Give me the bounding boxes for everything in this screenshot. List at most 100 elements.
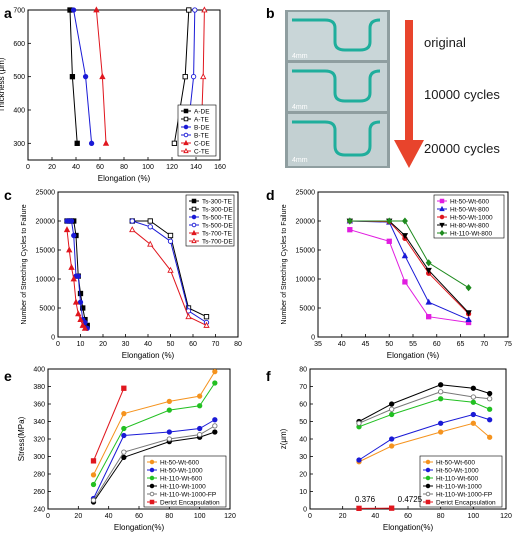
serpentine-wire-20000 — [292, 120, 381, 157]
legend-entry: Ts-700-TE — [202, 230, 233, 237]
x-tick-label: 60 — [404, 513, 412, 520]
data-point — [63, 226, 71, 233]
legend: Ht-50-Wt-600Ht-50-Wt-1000Ht-110-Wt-600Ht… — [143, 455, 227, 508]
x-tick-label: 20 — [48, 164, 56, 171]
data-point — [185, 313, 192, 320]
data-point — [167, 238, 174, 244]
data-point — [203, 314, 210, 320]
legend-marker — [191, 206, 197, 212]
legend-marker — [191, 237, 197, 244]
data-point — [166, 407, 172, 413]
legend-entry: Ts-700-DE — [202, 238, 233, 245]
legend-entry: Ht-110-Wt-1000-FP — [160, 491, 216, 498]
data-point — [438, 382, 444, 388]
legend-marker — [183, 108, 189, 114]
y-tick-label: 25000 — [296, 190, 316, 197]
data-point — [121, 449, 127, 455]
x-tick-label: 55 — [409, 341, 417, 348]
panel-letter-b: b — [266, 5, 275, 21]
legend-marker — [439, 214, 445, 220]
x-tick-label: 50 — [385, 341, 393, 348]
y-tick-label: 380 — [33, 384, 45, 391]
y-axis-title: Thickness (μm) — [0, 57, 6, 112]
data-point — [470, 420, 476, 426]
y-tick-label: 600 — [13, 41, 25, 48]
y-tick-label: 10 — [299, 489, 307, 496]
legend-box — [419, 455, 503, 508]
panel-b: b 4mm 4mm 4mm original 10000 cycles 2000… — [266, 5, 500, 168]
legend-entry: A-TE — [194, 116, 209, 123]
data-point — [167, 232, 174, 239]
data-point — [75, 310, 82, 317]
chart-a: a 0 20 40 60 80 100 120 140 160 300 400 500 600 700 Elo… — [0, 5, 226, 183]
y-tick-label: 400 — [33, 367, 45, 374]
data-point — [470, 385, 476, 391]
stage-label-20000: 20000 cycles — [424, 141, 500, 156]
x-tick-label: 60 — [96, 164, 104, 171]
y-tick-label: 50 — [299, 419, 307, 426]
y-tick-label: 40 — [299, 437, 307, 444]
legend: A-DEA-TEB-DEB-TEC-DEC-TE — [177, 104, 217, 157]
data-point — [74, 140, 80, 146]
legend-marker — [183, 139, 189, 146]
x-tick-label: 30 — [122, 341, 130, 348]
legend: Ts-300-TETs-300-DETs-500-TETs-500-DETs-7… — [185, 194, 235, 247]
legend-marker — [149, 467, 155, 473]
legend-marker — [149, 491, 155, 497]
data-point — [212, 380, 218, 386]
data-point — [88, 140, 95, 146]
legend-entry: Derict Encapsulation — [160, 499, 220, 506]
y-axis-title: z(μm) — [279, 428, 288, 449]
x-tick-label: 40 — [105, 513, 113, 520]
y-axis-title: Stress(MPa) — [17, 416, 26, 461]
chart-e: e 0 20 40 60 80 100 120 240 260 280 300 320 340 360 380… — [4, 367, 236, 533]
legend-entry: Ht-50-Wt-800 — [450, 206, 489, 213]
data-point — [346, 217, 353, 225]
data-point — [201, 6, 208, 13]
data-point — [470, 411, 476, 418]
data-point — [438, 429, 444, 435]
legend-marker — [183, 132, 189, 138]
data-point — [79, 321, 86, 328]
data-point — [102, 139, 110, 146]
legend-marker — [191, 229, 197, 236]
legend-entry: Ht-110-Wt-1000-FP — [436, 491, 492, 498]
data-point — [200, 73, 207, 80]
cycle-arrow — [394, 20, 424, 168]
data-point — [81, 324, 89, 331]
scale-label-2: 4mm — [292, 104, 308, 111]
y-tick-label: 20000 — [36, 219, 56, 226]
legend-entry: Ts-300-DE — [202, 206, 233, 213]
y-tick-label: 240 — [33, 507, 45, 514]
x-tick-label: 80 — [120, 164, 128, 171]
panel-letter-c: c — [4, 187, 12, 203]
y-tick-label: 280 — [33, 472, 45, 479]
data-point — [389, 436, 395, 442]
data-point — [386, 217, 393, 225]
x-tick-label: 45 — [362, 341, 370, 348]
data-point — [465, 310, 472, 317]
data-point — [121, 454, 127, 461]
data-point — [129, 226, 136, 233]
data-point — [166, 436, 172, 442]
scale-label-1: 4mm — [292, 53, 308, 60]
x-tick-label: 60 — [433, 341, 441, 348]
legend-entry: C-DE — [194, 140, 211, 147]
series-line — [358, 391, 490, 424]
data-point — [402, 279, 408, 285]
data-point — [212, 417, 218, 423]
legend-marker — [149, 459, 155, 465]
legend-entry: Ht-110-Wt-800 — [450, 230, 493, 237]
y-tick-label: 15000 — [36, 248, 56, 255]
data-point — [438, 396, 444, 402]
data-point — [401, 252, 409, 259]
data-point — [69, 74, 76, 80]
x-axis-title: Elongation (%) — [98, 174, 151, 183]
y-tick-label: 10000 — [36, 277, 56, 284]
x-tick-label: 35 — [314, 341, 322, 348]
data-point — [68, 263, 75, 270]
legend-entry: C-TE — [194, 148, 210, 155]
data-point — [465, 315, 472, 323]
legend-marker — [439, 222, 445, 229]
arrow-head — [394, 140, 424, 168]
